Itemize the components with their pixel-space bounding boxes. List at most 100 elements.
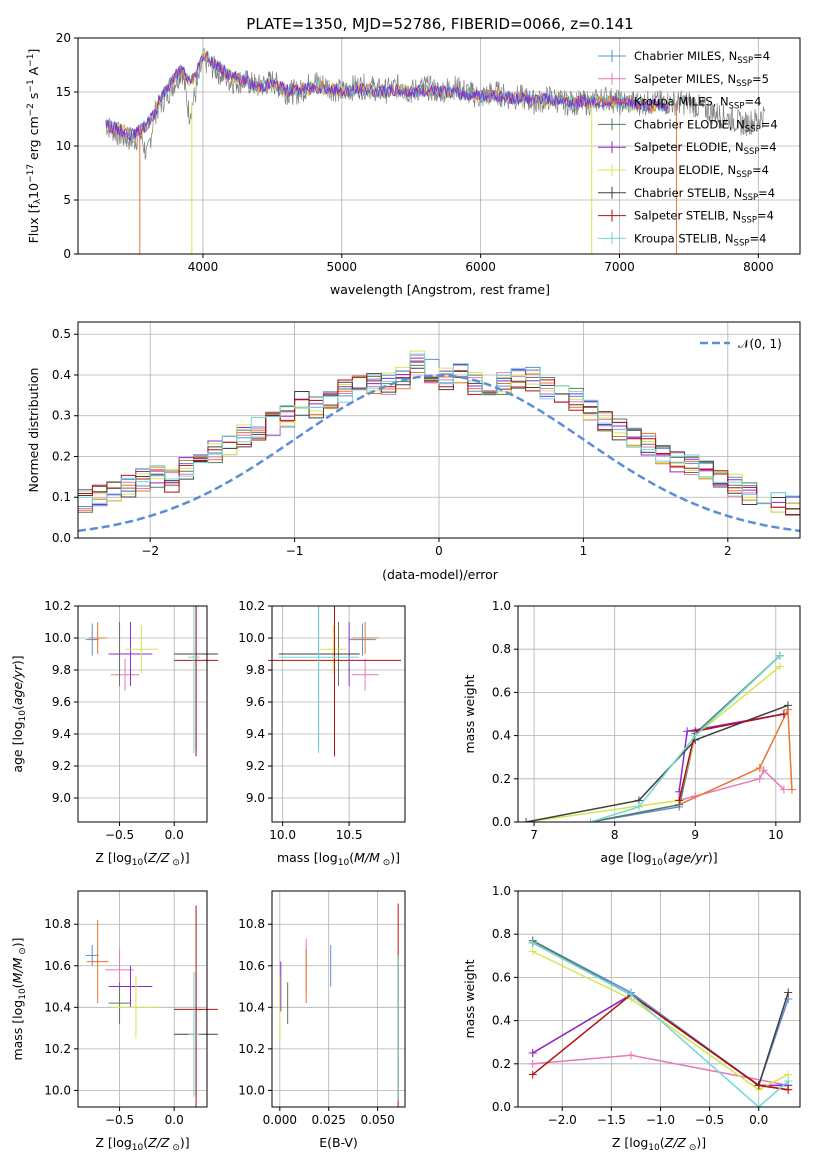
x-axis-label: Z [log10(Z/Z ⊙)] (95, 1135, 189, 1153)
axes-weight_vs_age: 7 8 9 10 0.0 0.2 0.4 0.6 0.8 1.0 (492, 599, 801, 842)
x-tick-label: −2 (141, 544, 159, 558)
y-tick-label: 15 (56, 85, 71, 99)
y-tick-label: 0.4 (492, 1014, 511, 1028)
y-tick-label: 0.0 (52, 531, 71, 545)
x-tick-label: 5000 (327, 260, 358, 274)
plot-area-weight_vs_age (522, 651, 796, 822)
y-axis-label: mass weight (462, 674, 477, 753)
plot-area-weight_vs_Z (528, 936, 793, 1107)
x-tick-label: −1.0 (646, 1113, 675, 1127)
x-tick-label: 0.025 (312, 1113, 346, 1127)
axes-frame (271, 605, 406, 823)
histogram-sm (78, 354, 800, 519)
histogram-ce (78, 364, 800, 516)
histogram-ke (78, 350, 800, 513)
x-tick-label: 4000 (188, 260, 219, 274)
y-tick-label: 0.2 (52, 449, 71, 463)
y-tick-label: 0.3 (52, 409, 71, 423)
y-tick-label: 1.0 (492, 599, 511, 613)
y-tick-label: 10.2 (238, 1042, 265, 1056)
y-axis-label: Normed distribution (26, 368, 41, 493)
axes-age_vs_mass: 10.0 10.5 9.0 9.2 9.4 9.6 9.8 10.0 10.2 (238, 599, 406, 842)
y-tick-label: 10.2 (238, 599, 265, 613)
y-tick-label: 10.8 (238, 917, 265, 931)
y-tick-label: 9.2 (52, 759, 71, 773)
x-tick-label: 0.0 (165, 828, 184, 842)
axes-mass_vs_ebv: 0.000 0.025 0.050 10.0 10.2 10.4 10.6 10.8 (238, 890, 406, 1127)
y-tick-label: 10.6 (44, 959, 71, 973)
y-tick-label: 10.0 (238, 631, 265, 645)
plot-area-mass_vs_Z (85, 905, 218, 1107)
x-tick-label: 6000 (465, 260, 496, 274)
axes-frame (271, 890, 406, 1108)
y-axis-label: mass [log10(M/M ⊙)] (10, 937, 28, 1060)
plot-area-residual (78, 350, 800, 533)
y-tick-label: 20 (56, 31, 71, 45)
legend-label-sm: Salpeter MILES, NSSP=5 (634, 72, 769, 89)
x-tick-label: 0 (435, 544, 443, 558)
plot-area-spectrum (105, 47, 766, 254)
x-tick-label: −0.5 (105, 1113, 134, 1127)
axes-frame (517, 890, 801, 1108)
y-tick-label: 10.0 (238, 1083, 265, 1097)
y-tick-label: 0.2 (492, 1057, 511, 1071)
axes-frame (517, 605, 801, 823)
x-axis-label: mass [log10(M/M ⊙)] (277, 850, 400, 868)
legend-label-cs: Chabrier STELIB, NSSP=4 (634, 186, 775, 203)
x-tick-label: −0.5 (695, 1113, 724, 1127)
y-tick-label: 9.2 (246, 759, 265, 773)
y-tick-label: 10.4 (238, 1000, 265, 1014)
histogram-cm (78, 358, 800, 515)
y-tick-label: 10.0 (44, 631, 71, 645)
axes-frame (77, 890, 208, 1108)
weight-line-cs (525, 704, 789, 822)
x-tick-label: −0.5 (105, 828, 134, 842)
x-axis-label: Z [log10(Z/Z ⊙)] (612, 1135, 706, 1153)
x-axis-label: wavelength [Angstrom, rest frame] (330, 282, 550, 297)
axes-residual: −2 −1 0 1 2 0.0 0.1 0.2 0.3 0.4 0.5 (52, 321, 801, 558)
y-tick-label: 10.8 (44, 917, 71, 931)
y-axis-label: age [log10(age/yr)] (10, 655, 28, 772)
weight-line-cm (590, 655, 781, 822)
y-tick-label: 0.1 (52, 490, 71, 504)
legend-label-ce: Chabrier ELODIE, NSSP=4 (634, 117, 778, 134)
y-tick-label: 10 (56, 139, 71, 153)
y-tick-label: 5 (63, 193, 71, 207)
x-tick-label: 1 (580, 544, 588, 558)
x-tick-label: 0.0 (165, 1113, 184, 1127)
plot-area-age_vs_Z (85, 606, 218, 757)
y-tick-label: 10.0 (44, 1083, 71, 1097)
y-tick-label: 0.2 (492, 772, 511, 786)
y-tick-label: 0.8 (492, 927, 511, 941)
y-tick-label: 9.4 (52, 727, 71, 741)
y-tick-label: 0.6 (492, 970, 511, 984)
legend-label-ks: Kroupa STELIB, NSSP=4 (634, 231, 766, 248)
x-axis-label: E(B-V) (319, 1135, 358, 1150)
y-tick-label: 0 (63, 247, 71, 261)
y-tick-label: 9.4 (246, 727, 265, 741)
y-tick-label: 0.8 (492, 642, 511, 656)
y-tick-label: 0.4 (492, 729, 511, 743)
x-axis-label: age [log10(age/yr)] (600, 850, 717, 868)
x-tick-label: 10.0 (269, 828, 296, 842)
x-axis-label: (data-model)/error (382, 567, 499, 582)
y-tick-label: 10.2 (44, 1042, 71, 1056)
y-tick-label: 0.0 (492, 1100, 511, 1114)
weight-line-ks (590, 655, 781, 822)
axes-weight_vs_Z: −2.0 −1.5 −1.0 −0.5 0.0 0.0 0.2 0.4 0.6 0.8 1.0 (492, 884, 801, 1127)
x-tick-label: −1 (286, 544, 304, 558)
x-tick-label: 0.0 (749, 1113, 768, 1127)
y-axis-label: Flux [fλ10−17 erg cm−2 s−1 A−1] (26, 49, 43, 244)
axes-mass_vs_Z: −0.5 0.0 10.0 10.2 10.4 10.6 10.8 (44, 890, 218, 1127)
weight-line-ce (590, 655, 781, 822)
legend-gaussian-label: 𝒩(0, 1) (738, 337, 782, 351)
y-tick-label: 0.6 (492, 685, 511, 699)
y-tick-label: 9.0 (52, 791, 71, 805)
y-tick-label: 0.4 (52, 368, 71, 382)
figure-title: PLATE=1350, MJD=52786, FIBERID=0066, z=0… (246, 15, 633, 33)
weight-line-km (678, 709, 793, 806)
weight-line-ke (532, 950, 789, 1091)
y-tick-label: 9.6 (246, 695, 265, 709)
y-tick-label: 9.0 (246, 791, 265, 805)
